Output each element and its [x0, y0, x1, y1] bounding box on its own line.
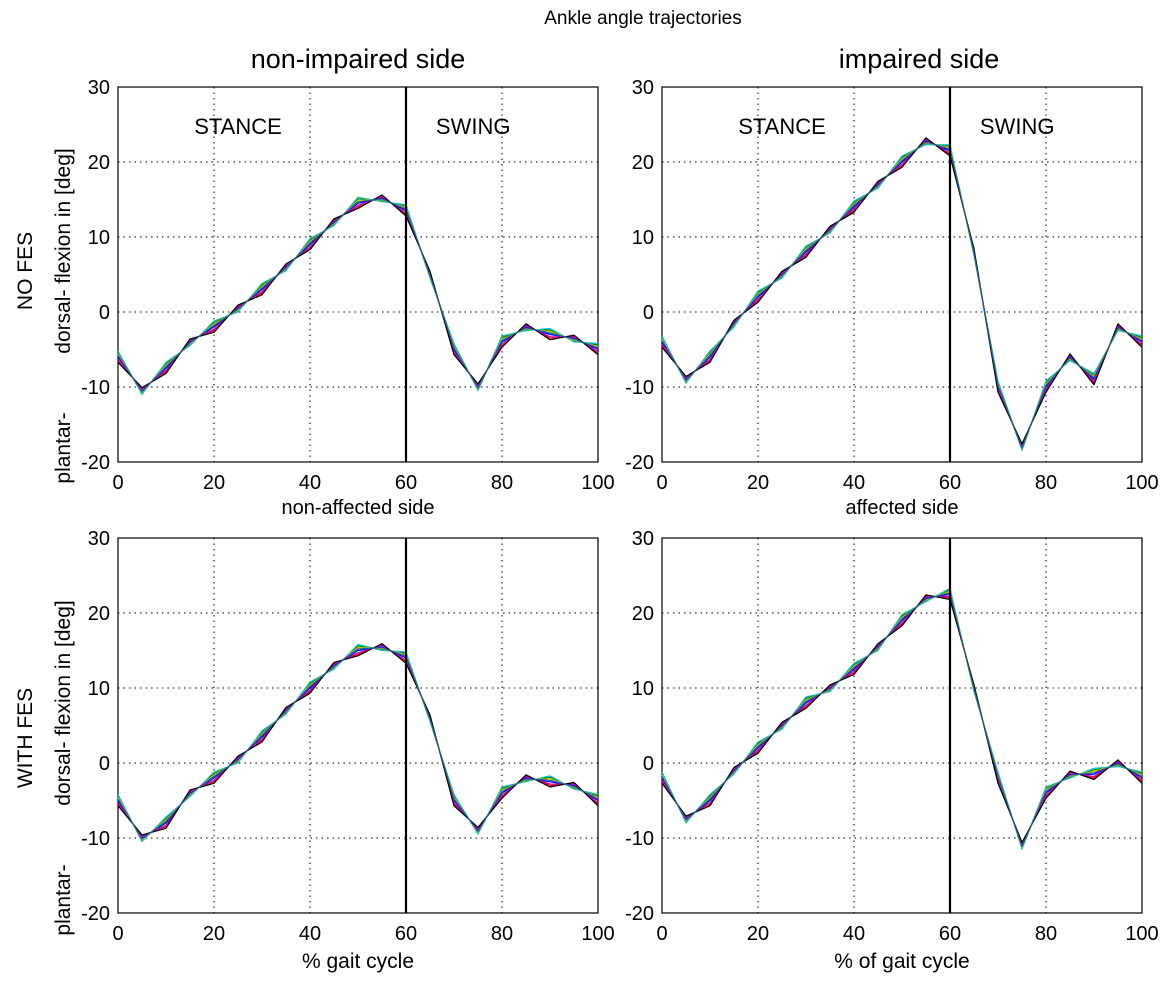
- x-tick-label: 20: [203, 923, 225, 945]
- series-line: [117, 647, 599, 840]
- series-line: [661, 141, 1143, 449]
- y-tick-label: 30: [632, 528, 654, 550]
- x-tick-label: 100: [581, 923, 614, 945]
- x-tick-label: 0: [112, 472, 123, 494]
- x-axis-label: % gait cycle: [302, 950, 414, 973]
- y-tick-label: -10: [81, 828, 110, 850]
- panel-subtitle: affected side: [845, 497, 958, 519]
- x-tick-label: 40: [843, 472, 865, 494]
- panel-no-fes-impaired: 0 20 40 60 80 100 -20 -10 0 10 20 30 STANCE SWING affe…: [625, 77, 1159, 519]
- column-title-left: non-impaired side: [251, 44, 466, 74]
- y-tick-label: 30: [88, 528, 110, 550]
- axes-frame: [117, 537, 599, 914]
- x-tick-label: 60: [395, 923, 417, 945]
- phase-label-stance: STANCE: [738, 114, 826, 139]
- row-label-top: NO FES: [14, 232, 37, 310]
- series-line: [117, 198, 599, 393]
- y-tick-label: 0: [99, 753, 110, 775]
- y-tick-label: -20: [81, 903, 110, 925]
- x-tick-label: 40: [843, 923, 865, 945]
- y-tick-label: -10: [625, 828, 654, 850]
- y-tick-label: 20: [88, 152, 110, 174]
- panel-no-fes-non-impaired: 0 20 40 60 80 100 -20 -10 0 10 20 30 STANCE SWING non-…: [81, 77, 615, 519]
- y-tick-label: 30: [632, 77, 654, 99]
- y-tick-label: -10: [625, 377, 654, 399]
- x-tick-label: 60: [939, 472, 961, 494]
- row-label-group-top: NO FES: [14, 232, 37, 310]
- axes-frame: [117, 86, 599, 463]
- y-tick-label: -20: [81, 452, 110, 474]
- axes-frame: [661, 537, 1143, 914]
- x-tick-label: 80: [491, 472, 513, 494]
- panel-with-fes-impaired: 0 20 40 60 80 100 -20 -10 0 10 20 30 % of gait cycle: [625, 528, 1159, 973]
- y-tick-label: -20: [625, 452, 654, 474]
- x-tick-label: 20: [747, 923, 769, 945]
- row-label-group-bottom: WITH FES: [14, 688, 37, 788]
- x-tick-label: 40: [299, 923, 321, 945]
- y-tick-label: 0: [99, 302, 110, 324]
- x-tick-label: 100: [581, 472, 614, 494]
- column-title-right: impaired side: [839, 44, 1000, 74]
- x-tick-label: 0: [656, 472, 667, 494]
- y-tick-label: 0: [643, 302, 654, 324]
- x-tick-label: 0: [656, 923, 667, 945]
- y-tick-label: 0: [643, 753, 654, 775]
- y-tick-label: 10: [632, 227, 654, 249]
- phase-label-swing: SWING: [436, 114, 511, 139]
- x-axis-label: % of gait cycle: [834, 950, 969, 973]
- y-tick-label: 20: [632, 603, 654, 625]
- y-tick-label: -20: [625, 903, 654, 925]
- x-tick-label: 80: [1035, 472, 1057, 494]
- x-tick-label: 20: [747, 472, 769, 494]
- panel-subtitle: non-affected side: [281, 497, 434, 519]
- x-tick-label: 60: [395, 472, 417, 494]
- y-tick-label: 10: [88, 678, 110, 700]
- series-line: [661, 592, 1143, 847]
- x-tick-label: 60: [939, 923, 961, 945]
- x-tick-label: 20: [203, 472, 225, 494]
- ylabel-top-line1: dorsal- flexion in [deg]: [52, 148, 75, 353]
- x-tick-label: 100: [1125, 923, 1158, 945]
- x-tick-label: 80: [1035, 923, 1057, 945]
- ylabel-top-line2: plantar-: [52, 412, 75, 483]
- y-tick-label: 10: [632, 678, 654, 700]
- phase-label-swing: SWING: [980, 114, 1055, 139]
- figure-suptitle: Ankle angle trajectories: [544, 8, 742, 29]
- x-tick-label: 40: [299, 472, 321, 494]
- panel-with-fes-non-impaired: 0 20 40 60 80 100 -20 -10 0 10 20 30 % gait cycle: [81, 528, 615, 973]
- x-tick-label: 0: [112, 923, 123, 945]
- x-tick-label: 100: [1125, 472, 1158, 494]
- y-tick-label: 30: [88, 77, 110, 99]
- row-label-bottom: WITH FES: [14, 688, 37, 788]
- y-tick-label: 10: [88, 227, 110, 249]
- ylabel-bottom-line1: dorsal- flexion in [deg]: [52, 600, 75, 805]
- ylabel-group-top: dorsal- flexion in [deg]: [52, 148, 75, 353]
- ylabel-group-top-2: plantar-: [52, 412, 75, 483]
- axes-frame: [661, 86, 1143, 463]
- y-tick-label: 20: [632, 152, 654, 174]
- ylabel-bottom-line2: plantar-: [52, 864, 75, 935]
- ylabel-group-bottom-2: plantar-: [52, 864, 75, 935]
- x-tick-label: 80: [491, 923, 513, 945]
- y-tick-label: 20: [88, 603, 110, 625]
- phase-label-stance: STANCE: [194, 114, 282, 139]
- ylabel-group-bottom: dorsal- flexion in [deg]: [52, 600, 75, 805]
- y-tick-label: -10: [81, 377, 110, 399]
